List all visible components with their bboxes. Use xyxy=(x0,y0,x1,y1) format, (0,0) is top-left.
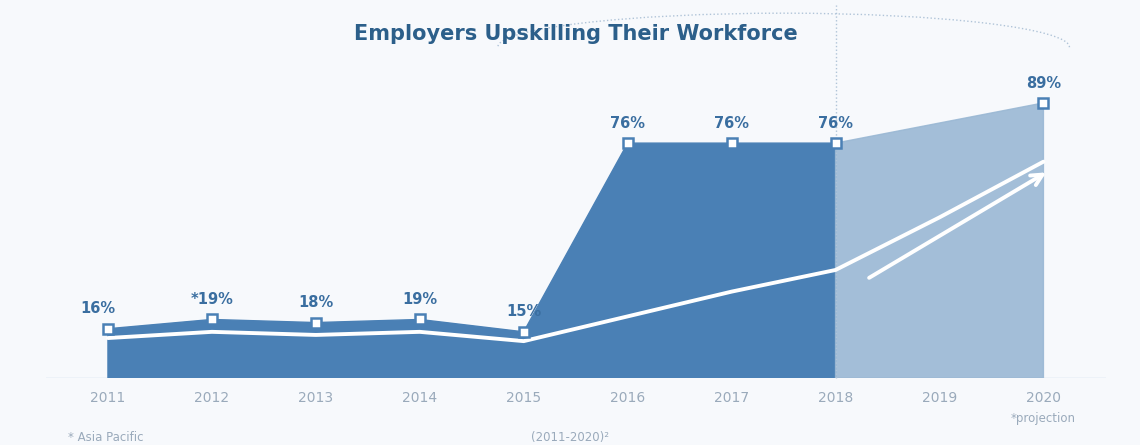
Text: 76%: 76% xyxy=(819,116,853,131)
Text: *19%: *19% xyxy=(190,292,234,307)
Polygon shape xyxy=(108,143,836,378)
Text: 18%: 18% xyxy=(299,295,334,310)
Title: Employers Upskilling Their Workforce: Employers Upskilling Their Workforce xyxy=(353,24,798,44)
Text: 76%: 76% xyxy=(714,116,749,131)
Polygon shape xyxy=(836,103,1043,378)
Text: 15%: 15% xyxy=(506,304,542,320)
Text: 76%: 76% xyxy=(610,116,645,131)
Text: 16%: 16% xyxy=(80,301,115,316)
Text: 19%: 19% xyxy=(402,292,438,307)
Text: * Asia Pacific: * Asia Pacific xyxy=(68,431,144,444)
Text: (2011-2020)²: (2011-2020)² xyxy=(531,431,609,444)
Text: 89%: 89% xyxy=(1026,76,1061,90)
Text: *projection: *projection xyxy=(1011,412,1076,425)
